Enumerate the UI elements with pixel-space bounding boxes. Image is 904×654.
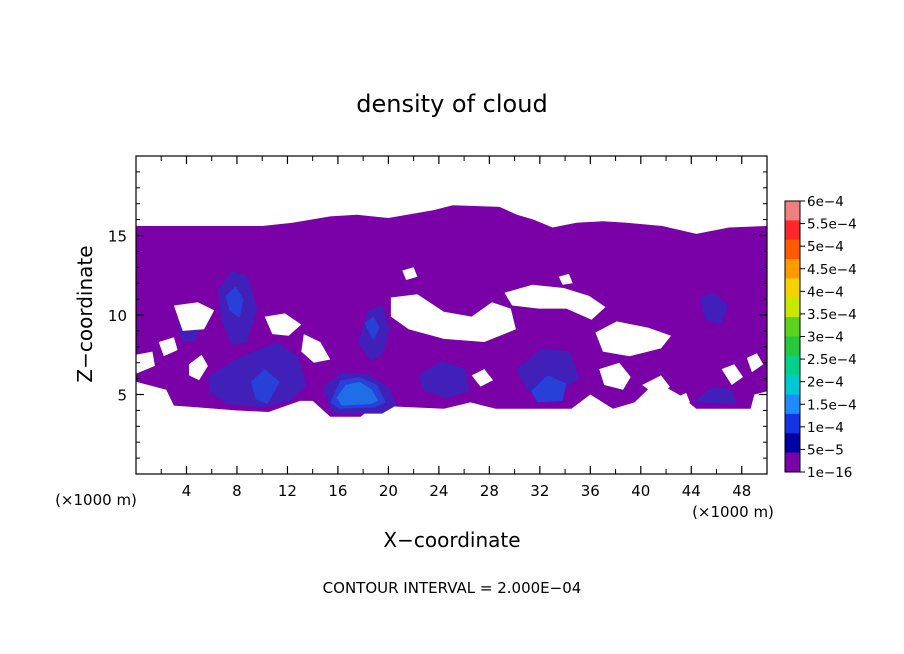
colorbar-swatch bbox=[785, 355, 800, 376]
x-axis-title: X−coordinate bbox=[383, 528, 520, 552]
contour-region-mid bbox=[364, 316, 380, 341]
clear-air-gap bbox=[558, 273, 573, 285]
x-tick-label: 32 bbox=[530, 482, 549, 500]
x-unit-left-label: (×1000 m) bbox=[55, 491, 137, 509]
x-tick-label: 40 bbox=[631, 482, 650, 500]
colorbar-swatch bbox=[785, 413, 800, 434]
colorbar-swatch bbox=[785, 317, 800, 337]
clear-air-gap bbox=[504, 284, 606, 320]
clear-air-gap bbox=[746, 353, 764, 373]
colorbar-label: 5.5e−4 bbox=[807, 217, 857, 233]
clear-air-gap bbox=[642, 375, 670, 398]
clear-air-gap bbox=[390, 294, 516, 342]
y-tick-label: 10 bbox=[108, 307, 127, 325]
y-axis-ticks: 5 10 15 bbox=[108, 171, 767, 459]
y-tick-label: 15 bbox=[108, 228, 127, 246]
clear-air-gap bbox=[189, 354, 208, 381]
contour-region-mid bbox=[225, 286, 244, 319]
clear-air-gap bbox=[402, 267, 418, 280]
colorbar-legend: 6e−4 5.5e−4 5e−4 4.5e−4 4e−4 3.5e−4 3e−4 2.5e−4… bbox=[784, 194, 857, 481]
contour-region-low bbox=[207, 342, 307, 408]
contour-field bbox=[136, 205, 767, 417]
x-tick-label: 12 bbox=[278, 482, 297, 500]
clear-air-gap bbox=[158, 337, 178, 357]
colorbar-label: 4e−4 bbox=[807, 284, 844, 300]
contour-interval-note: CONTOUR INTERVAL = 2.000E−04 bbox=[323, 579, 582, 597]
x-tick-label: 36 bbox=[581, 482, 600, 500]
colorbar-label: 3.5e−4 bbox=[807, 307, 857, 323]
x-tick-label: 44 bbox=[682, 482, 701, 500]
colorbar-label: 3e−4 bbox=[807, 330, 844, 346]
colorbar-swatch bbox=[785, 297, 800, 318]
colorbar-swatch bbox=[785, 278, 800, 299]
clear-air-gaps bbox=[136, 267, 764, 406]
colorbar-swatch bbox=[785, 259, 800, 279]
y-tick-label: 5 bbox=[117, 387, 127, 405]
colorbar-label: 1e−16 bbox=[807, 465, 852, 481]
x-tick-label: 8 bbox=[232, 482, 242, 500]
colorbar-label: 1.5e−4 bbox=[807, 397, 857, 413]
colorbar-label: 2e−4 bbox=[807, 375, 844, 391]
x-tick-label: 48 bbox=[732, 482, 751, 500]
colorbar-swatch bbox=[785, 452, 800, 473]
chart-title: density of cloud bbox=[356, 90, 547, 118]
colorbar-label: 1e−4 bbox=[807, 420, 844, 436]
contour-region-low bbox=[700, 292, 728, 325]
clear-air-gap bbox=[264, 313, 302, 336]
clear-air-gap bbox=[599, 362, 631, 390]
contour-region-high bbox=[336, 381, 379, 406]
clear-air-gap bbox=[471, 369, 494, 387]
colorbar-swatch bbox=[785, 433, 800, 453]
contour-region-mid bbox=[250, 369, 280, 404]
colorbar-label: 4.5e−4 bbox=[807, 262, 857, 278]
colorbar-label: 6e−4 bbox=[807, 194, 844, 210]
x-axis-ticks: 4 8 12 16 20 24 28 32 36 40 44 48 bbox=[160, 156, 751, 500]
clear-air-gap bbox=[595, 321, 672, 357]
y-axis-title: Z−coordinate bbox=[73, 245, 97, 382]
colorbar-label: 2.5e−4 bbox=[807, 352, 857, 368]
clear-air-gap bbox=[674, 392, 690, 406]
clear-air-gap bbox=[301, 334, 331, 363]
colorbar-swatch bbox=[785, 239, 800, 260]
colorbar-swatch bbox=[785, 375, 800, 395]
contour-region-low bbox=[693, 386, 737, 404]
colorbar-swatch bbox=[785, 201, 800, 221]
x-tick-label: 20 bbox=[379, 482, 398, 500]
contour-region-mid bbox=[531, 375, 567, 403]
x-tick-label: 24 bbox=[429, 482, 448, 500]
colorbar-swatch bbox=[785, 220, 800, 241]
contour-region-low bbox=[418, 361, 470, 398]
plot-area bbox=[136, 156, 767, 474]
colorbar-swatch bbox=[785, 336, 800, 357]
colorbar-swatch bbox=[785, 394, 800, 415]
colorbar-label: 5e−4 bbox=[807, 239, 844, 255]
clear-air-gap bbox=[173, 302, 215, 331]
x-unit-right-label: (×1000 m) bbox=[692, 503, 774, 521]
x-tick-label: 28 bbox=[480, 482, 499, 500]
clear-air-gap bbox=[136, 351, 155, 374]
x-tick-label: 16 bbox=[328, 482, 347, 500]
colorbar-label: 5e−5 bbox=[807, 442, 844, 458]
clear-air-gap bbox=[721, 364, 743, 385]
x-tick-label: 4 bbox=[182, 482, 192, 500]
